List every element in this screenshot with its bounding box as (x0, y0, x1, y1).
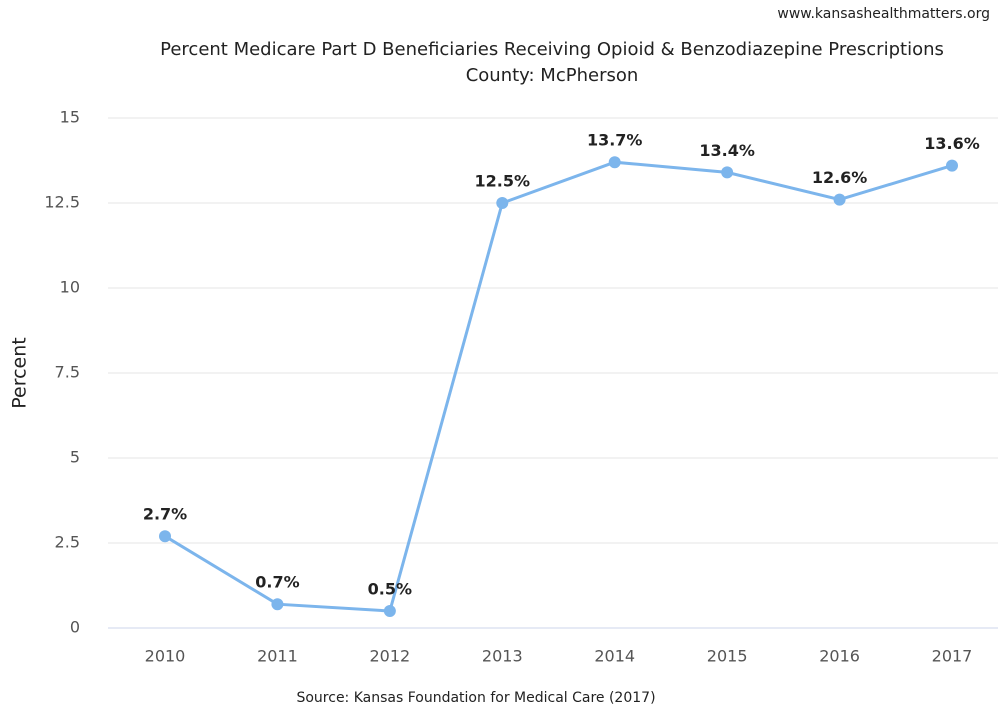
data-label: 13.6% (924, 134, 980, 153)
watermark: www.kansashealthmatters.org (777, 6, 990, 22)
x-tick-label: 2014 (594, 647, 635, 666)
data-point (946, 159, 958, 172)
data-point (271, 598, 284, 611)
y-tick-label: 0 (70, 618, 80, 637)
y-tick-label: 10 (60, 278, 80, 297)
x-tick-label: 2010 (145, 647, 186, 666)
data-point (608, 156, 621, 169)
chart-title: Percent Medicare Part D Beneficiaries Re… (160, 39, 944, 60)
y-tick-label: 5 (70, 448, 80, 467)
data-point (721, 166, 734, 179)
data-label: 0.5% (368, 580, 412, 599)
data-point (833, 193, 846, 206)
y-tick-label: 7.5 (55, 363, 80, 382)
data-label: 2.7% (143, 505, 187, 524)
data-label: 0.7% (255, 573, 299, 592)
data-point (159, 530, 171, 543)
y-tick-label: 2.5 (55, 533, 80, 552)
x-tick-label: 2015 (707, 647, 748, 666)
x-tick-label: 2017 (932, 647, 973, 666)
x-tick-label: 2011 (257, 647, 298, 666)
source: Source: Kansas Foundation for Medical Ca… (296, 690, 655, 706)
chart-subtitle: County: McPherson (466, 65, 639, 86)
x-tick-label: 2012 (369, 647, 410, 666)
data-label: 13.7% (587, 131, 643, 150)
x-tick-label: 2016 (819, 647, 860, 666)
x-tick-label: 2013 (482, 647, 523, 666)
y-tick-label: 15 (60, 108, 80, 127)
series-line (164, 160, 953, 613)
y-tick-label: 12.5 (44, 193, 80, 212)
data-label: 12.5% (475, 172, 531, 191)
data-label: 12.6% (812, 168, 868, 187)
data-label: 13.4% (699, 141, 755, 160)
data-point (496, 197, 509, 209)
data-point (383, 605, 396, 617)
y-axis-label: Percent (9, 337, 31, 409)
